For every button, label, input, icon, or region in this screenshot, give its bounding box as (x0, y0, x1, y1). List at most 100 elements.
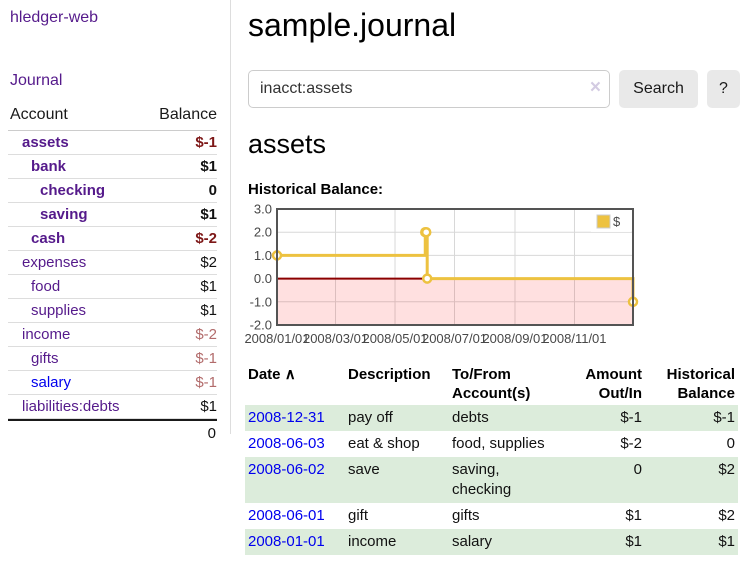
chart-legend-label: $ (613, 214, 621, 229)
transaction-date-link[interactable]: 2008-12-31 (248, 409, 325, 426)
col-header-balance: Historical Balance (666, 366, 735, 402)
account-link-saving[interactable]: saving (40, 206, 88, 223)
transaction-accounts: gifts (452, 507, 480, 524)
account-balance-assets: $-1 (195, 134, 217, 151)
chart-x-tick-label: 2008/03/01 (303, 331, 368, 346)
account-row-salary: salary $-1 (8, 371, 217, 395)
transaction-accounts: food, supplies (452, 435, 545, 452)
transaction-amount: $1 (625, 507, 642, 524)
chart-y-tick-label: 0.0 (254, 271, 272, 286)
account-balance-income: $-2 (195, 326, 217, 343)
sidebar: hledger-web Journal Account Balance asse… (0, 0, 231, 442)
transaction-amount: $-1 (620, 409, 642, 426)
app-brand-link[interactable]: hledger-web (10, 9, 99, 26)
chart-y-tick-label: 3.0 (254, 203, 272, 217)
transaction-amount: $-2 (620, 435, 642, 452)
account-link-bank[interactable]: bank (31, 158, 67, 175)
account-link-checking[interactable]: checking (40, 182, 106, 199)
transaction-description: gift (348, 507, 369, 524)
account-row-checking: checking 0 (8, 179, 217, 203)
account-balance-salary: $-1 (195, 374, 217, 391)
chart-x-tick-label: 2008/01/01 (244, 331, 309, 346)
chart-legend-swatch (596, 214, 611, 229)
transaction-date-link[interactable]: 2008-06-03 (248, 435, 325, 452)
account-balance-expenses: $2 (200, 254, 217, 271)
chart-data-point (420, 226, 432, 238)
chart-data-point (421, 273, 433, 284)
chart-x-tick-label: 2008/09/01 (482, 331, 547, 346)
help-button[interactable]: ? (707, 70, 740, 108)
transaction-date-link[interactable]: 2008-06-01 (248, 507, 325, 524)
account-heading: assets (248, 129, 327, 159)
account-row-income: income $-2 (8, 323, 217, 347)
account-row-food: food $1 (8, 275, 217, 299)
transaction-row: 2008-01-01 income salary $1 $1 (245, 529, 738, 555)
account-link-gifts[interactable]: gifts (31, 350, 59, 367)
historical-balance-chart: 3.0 2.0 1.0 0.0 -1.0 -2.02008/01/012008/03/01… (244, 203, 639, 346)
search-form: × Search ? (248, 70, 742, 108)
account-link-liabilities-debts[interactable]: liabilities:debts (22, 398, 120, 415)
account-link-salary[interactable]: salary (31, 374, 72, 391)
chart-negative-region (277, 278, 633, 325)
chart-plot-border (276, 208, 634, 326)
accounts-table: Account Balance assets $-1 bank $1 check… (8, 104, 217, 442)
chart-y-tick-label: 1.0 (254, 248, 272, 263)
account-balance-cash: $-2 (195, 230, 217, 247)
account-balance-food: $1 (200, 278, 217, 295)
transaction-amount: $1 (625, 533, 642, 550)
account-row-cash: cash $-2 (8, 227, 217, 251)
main-content: sample.journal × Search ? assets Histori… (240, 0, 742, 555)
accounts-table-header: Account Balance (8, 104, 217, 131)
col-header-amount: Amount Out/In (585, 366, 642, 402)
transaction-date-link[interactable]: 2008-01-01 (248, 533, 325, 550)
accounts-total-value: 0 (207, 425, 216, 442)
search-input[interactable] (248, 70, 610, 108)
transaction-balance: $-1 (713, 409, 735, 426)
account-link-expenses[interactable]: expenses (22, 254, 87, 271)
account-link-income[interactable]: income (22, 326, 71, 343)
account-row-supplies: supplies $1 (8, 299, 217, 323)
chart-title: Historical Balance: (248, 181, 384, 198)
transaction-accounts: debts (452, 409, 489, 426)
accounts-header-account: Account (10, 106, 68, 123)
chart-x-tick-label: 2008/07/01 (422, 331, 487, 346)
transaction-description: save (348, 461, 380, 478)
transactions-table: Date ∧ Description To/From Account(s) Am… (245, 363, 738, 555)
account-row-saving: saving $1 (8, 203, 217, 227)
sort-ascending-icon: ∧ (284, 366, 296, 383)
transactions-header-row: Date ∧ Description To/From Account(s) Am… (245, 363, 738, 405)
account-link-cash[interactable]: cash (31, 230, 66, 247)
transaction-description: pay off (348, 409, 393, 426)
account-row-gifts: gifts $-1 (8, 347, 217, 371)
transaction-balance: $1 (718, 533, 735, 550)
search-button[interactable]: Search (619, 70, 698, 108)
transaction-row: 2008-06-02 save saving, checking 0 $2 (245, 457, 738, 503)
page-title: sample.journal (248, 7, 457, 43)
account-link-assets[interactable]: assets (22, 134, 69, 151)
account-balance-bank: $1 (200, 158, 217, 175)
chart-y-tick-label: 2.0 (254, 225, 272, 240)
transaction-description: income (348, 533, 397, 550)
sidebar-item-journal[interactable]: Journal (10, 72, 63, 89)
account-link-supplies[interactable]: supplies (31, 302, 87, 319)
transaction-balance: 0 (726, 435, 735, 452)
account-balance-gifts: $-1 (195, 350, 217, 367)
chart-x-tick-label: 2008/11/01 (542, 331, 606, 346)
accounts-header-balance: Balance (159, 106, 217, 123)
account-row-bank: bank $1 (8, 155, 217, 179)
transaction-balance: $2 (718, 507, 735, 524)
transaction-balance: $2 (718, 461, 735, 478)
transaction-row: 2008-06-03 eat & shop food, supplies $-2… (245, 431, 738, 457)
col-header-date[interactable]: Date ∧ (245, 363, 345, 405)
transaction-date-link[interactable]: 2008-06-02 (248, 461, 325, 478)
account-row-liabilities-debts: liabilities:debts $1 (8, 395, 217, 419)
account-row-expenses: expenses $2 (8, 251, 217, 275)
col-header-description: Description (348, 366, 431, 383)
clear-search-icon[interactable]: × (589, 77, 601, 98)
account-row-assets: assets $-1 (8, 131, 217, 155)
col-header-accounts: To/From Account(s) (452, 366, 531, 402)
transaction-accounts: salary (452, 533, 493, 550)
account-link-food[interactable]: food (31, 278, 61, 295)
accounts-total: 0 (8, 419, 217, 442)
account-balance-liabilities-debts: $1 (200, 398, 217, 415)
